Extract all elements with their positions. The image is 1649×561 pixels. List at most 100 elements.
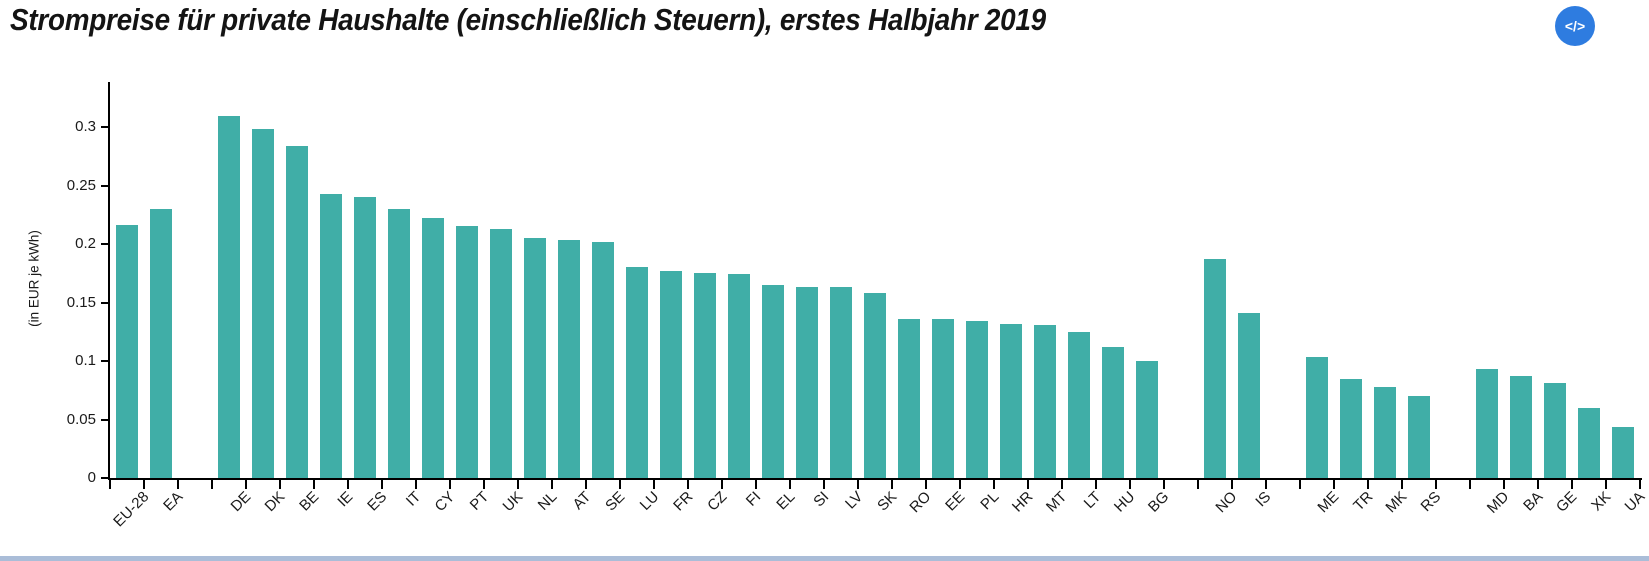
y-tick-label: 0.05: [66, 410, 96, 428]
bar-LV[interactable]: [830, 287, 852, 478]
bar-IE[interactable]: [320, 194, 342, 478]
x-tick: [551, 480, 553, 489]
bar-IS[interactable]: [1238, 313, 1260, 478]
bar-EE[interactable]: [932, 319, 954, 478]
x-tick: [177, 480, 179, 489]
bar-CY[interactable]: [422, 218, 444, 478]
x-tick: [1061, 480, 1063, 489]
x-tick: [415, 480, 417, 489]
x-tick: [1503, 480, 1505, 489]
x-tick: [959, 480, 961, 489]
x-tick: [1605, 480, 1607, 489]
x-tick: [517, 480, 519, 489]
bar-HR[interactable]: [1000, 324, 1022, 478]
x-tick: [245, 480, 247, 489]
x-tick: [1435, 480, 1437, 489]
bar-BE[interactable]: [286, 146, 308, 478]
x-tick: [313, 480, 315, 489]
x-tick: [1129, 480, 1131, 489]
bar-UK[interactable]: [490, 229, 512, 478]
x-tick: [1367, 480, 1369, 489]
x-tick: [1469, 480, 1471, 489]
bar-MT[interactable]: [1034, 325, 1056, 478]
bar-PL[interactable]: [966, 321, 988, 478]
x-tick: [1401, 480, 1403, 489]
embed-button[interactable]: </>: [1555, 6, 1595, 46]
y-tick: [101, 360, 110, 362]
x-tick: [211, 480, 213, 489]
bar-SE[interactable]: [592, 242, 614, 478]
x-tick: [1537, 480, 1539, 489]
bar-FI[interactable]: [728, 274, 750, 478]
y-tick: [101, 301, 110, 304]
x-tick: [585, 480, 587, 489]
y-tick: [101, 184, 110, 187]
bar-BA[interactable]: [1510, 376, 1532, 478]
x-axis-line: [108, 478, 1642, 480]
x-tick: [653, 480, 655, 489]
y-tick: [101, 243, 110, 245]
bar-DE[interactable]: [218, 116, 240, 478]
x-tick: [1639, 480, 1641, 489]
bar-FR[interactable]: [660, 271, 682, 478]
bar-SI[interactable]: [796, 287, 818, 478]
x-tick: [279, 480, 281, 489]
bar-MK[interactable]: [1374, 387, 1396, 478]
bar-CZ[interactable]: [694, 273, 716, 478]
bar-DK[interactable]: [252, 129, 274, 478]
x-tick: [891, 480, 893, 489]
x-tick: [1027, 480, 1029, 489]
bar-EU-28[interactable]: [116, 225, 138, 478]
y-axis-title: (in EUR je kWh): [26, 230, 42, 327]
bar-SK[interactable]: [864, 293, 886, 478]
bar-HU[interactable]: [1102, 347, 1124, 478]
x-tick: [823, 480, 825, 489]
y-tick: [101, 477, 110, 479]
y-tick: [101, 418, 110, 421]
y-tick-label: 0.25: [66, 176, 96, 194]
x-tick: [1197, 480, 1199, 489]
bar-PT[interactable]: [456, 226, 478, 478]
bar-MD[interactable]: [1476, 369, 1498, 478]
bar-EL[interactable]: [762, 285, 784, 478]
bar-TR[interactable]: [1340, 379, 1362, 478]
x-tick: [1299, 480, 1301, 489]
y-tick-label: 0.3: [75, 118, 96, 135]
bar-ES[interactable]: [354, 197, 376, 478]
bar-NO[interactable]: [1204, 259, 1226, 478]
page-title: Strompreise für private Haushalte (einsc…: [10, 2, 1046, 37]
x-tick: [347, 480, 349, 489]
bar-LT[interactable]: [1068, 332, 1090, 478]
x-tick: [483, 480, 485, 489]
x-tick: [381, 480, 383, 489]
x-tick: [1333, 480, 1335, 489]
bar-GE[interactable]: [1544, 383, 1566, 478]
x-tick: [755, 480, 757, 489]
y-tick-label: 0.1: [75, 352, 96, 369]
x-tick: [857, 480, 859, 489]
y-tick-label: 0: [87, 469, 96, 486]
x-tick: [449, 480, 451, 489]
x-tick: [1265, 480, 1267, 489]
bar-RO[interactable]: [898, 319, 920, 478]
bar-AT[interactable]: [558, 240, 580, 478]
x-tick: [1163, 480, 1165, 489]
horizontal-scrollbar[interactable]: [0, 556, 1649, 561]
bar-IT[interactable]: [388, 209, 410, 478]
bar-ME[interactable]: [1306, 357, 1328, 478]
x-tick: [1095, 480, 1097, 489]
y-tick-label: 0.2: [75, 235, 96, 252]
bar-RS[interactable]: [1408, 396, 1430, 478]
bar-UA[interactable]: [1612, 427, 1634, 478]
bar-EA[interactable]: [150, 209, 172, 478]
bar-XK[interactable]: [1578, 408, 1600, 478]
x-tick: [619, 480, 621, 489]
bar-BG[interactable]: [1136, 361, 1158, 478]
x-tick: [143, 480, 145, 489]
x-tick: [993, 480, 995, 489]
bar-NL[interactable]: [524, 238, 546, 478]
x-tick: [925, 480, 927, 489]
bar-LU[interactable]: [626, 267, 648, 478]
